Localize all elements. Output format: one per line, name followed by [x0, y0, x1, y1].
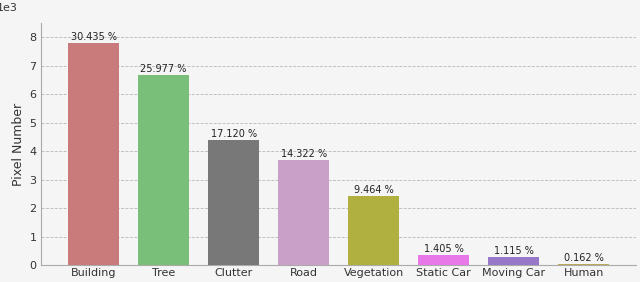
- Bar: [209, 140, 259, 265]
- Text: 1e3: 1e3: [0, 3, 18, 13]
- Text: 30.435 %: 30.435 %: [70, 32, 116, 42]
- Y-axis label: Pixel Number: Pixel Number: [12, 102, 25, 186]
- Text: 9.464 %: 9.464 %: [354, 185, 394, 195]
- Text: 25.977 %: 25.977 %: [140, 64, 187, 74]
- Bar: [68, 43, 119, 265]
- Text: 1.405 %: 1.405 %: [424, 244, 463, 254]
- Bar: [488, 257, 539, 265]
- Bar: [278, 160, 329, 265]
- Bar: [138, 75, 189, 265]
- Text: 14.322 %: 14.322 %: [280, 149, 326, 159]
- Text: 1.115 %: 1.115 %: [493, 246, 534, 256]
- Text: 17.120 %: 17.120 %: [211, 129, 257, 139]
- Bar: [348, 196, 399, 265]
- Bar: [419, 255, 469, 265]
- Bar: [559, 264, 609, 265]
- Text: 0.162 %: 0.162 %: [564, 253, 604, 263]
